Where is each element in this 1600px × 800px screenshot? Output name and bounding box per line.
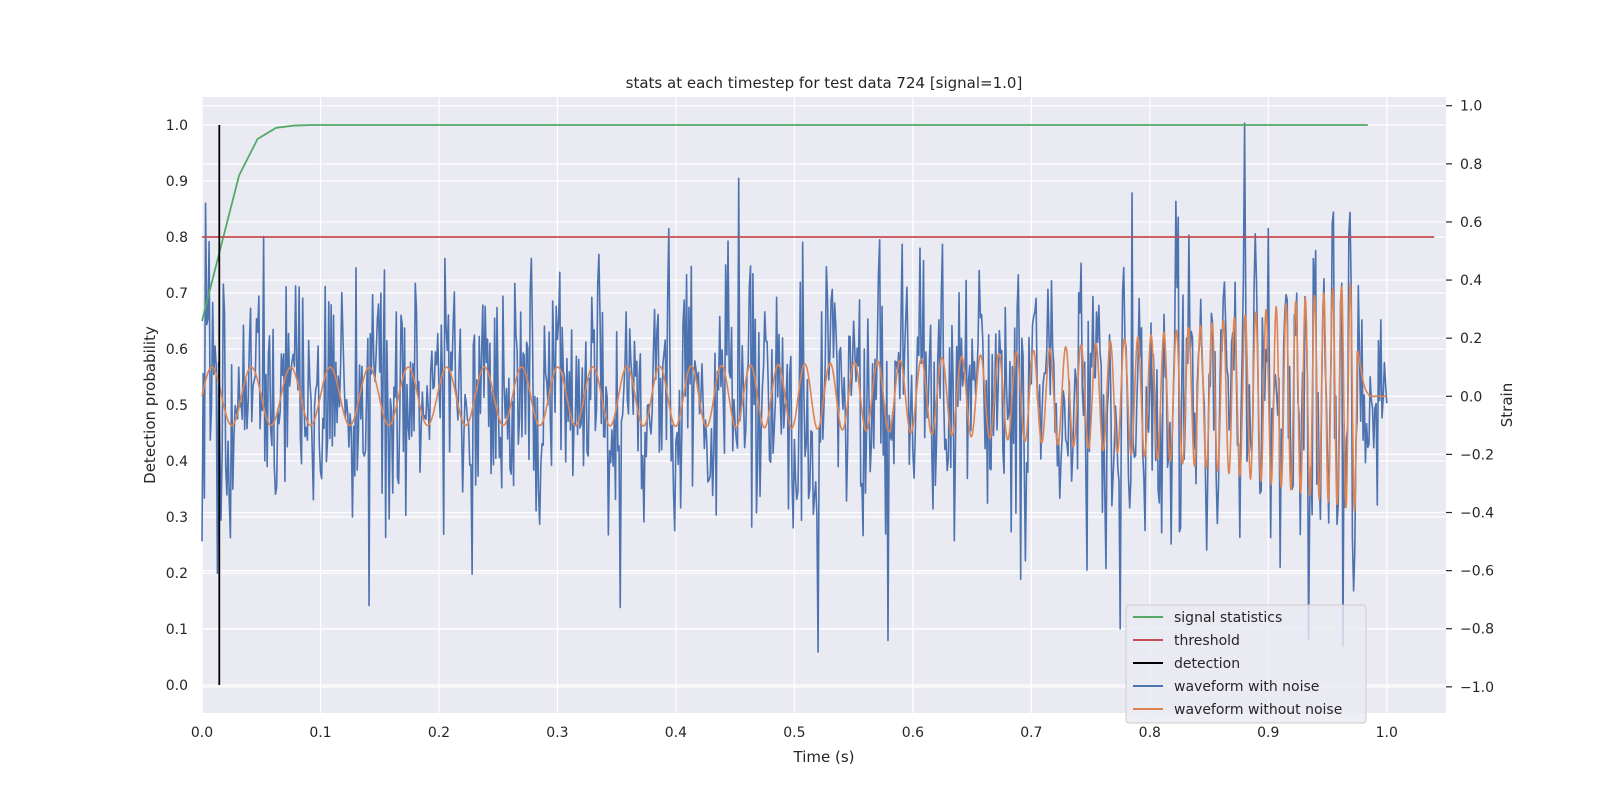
legend-box xyxy=(1125,604,1367,724)
chart-title: stats at each timestep for test data 724… xyxy=(626,74,1023,92)
y-tick-label: 0.1 xyxy=(166,622,188,638)
series-signal-statistics xyxy=(201,124,1368,322)
y2-tick-label: 0.0 xyxy=(1460,389,1482,405)
y-axis-title: Detection probability xyxy=(141,326,159,484)
y2-tick-label: 0.6 xyxy=(1460,215,1482,231)
x-tick-label: 0.0 xyxy=(191,725,213,741)
series-waveform-with-noise xyxy=(201,122,1388,653)
legend: signal statistics threshold detection wa… xyxy=(1125,604,1367,724)
x-tick-label: 0.6 xyxy=(902,725,924,741)
y2-tick-label: 0.8 xyxy=(1460,157,1482,173)
y-tick-label: 0.2 xyxy=(166,566,188,582)
x-tick-label: 0.5 xyxy=(783,725,805,741)
ticks: 0.0 0.1 0.2 0.3 0.4 0.5 0.6 0.7 0.8 0.9 1.0 0.0 0.1 0… xyxy=(166,99,1494,741)
y2-axis-title: Strain xyxy=(1498,383,1516,427)
x-tick-label: 0.9 xyxy=(1257,725,1279,741)
x-tick-label: 0.8 xyxy=(1139,725,1161,741)
y2-tick-label: 1.0 xyxy=(1460,99,1482,115)
y-tick-label: 0.7 xyxy=(166,286,188,302)
x-tick-label: 0.1 xyxy=(309,725,331,741)
y-tick-label: 0.0 xyxy=(166,678,188,694)
x-tick-label: 0.7 xyxy=(1020,725,1042,741)
y-tick-label: 0.5 xyxy=(166,398,188,414)
y-tick-label: 0.6 xyxy=(166,342,188,358)
legend-label-detection: detection xyxy=(1174,656,1240,672)
y2-tick-label: −0.6 xyxy=(1460,564,1494,580)
y2-tick-label: −0.8 xyxy=(1460,622,1494,638)
y-tick-label: 1.0 xyxy=(166,118,188,134)
legend-label-clean: waveform without noise xyxy=(1174,702,1342,718)
series-waveform-without-noise xyxy=(201,282,1388,512)
y2-tick-label: 0.2 xyxy=(1460,331,1482,347)
y-tick-label: 0.9 xyxy=(166,174,188,190)
y-tick-label: 0.3 xyxy=(166,510,188,526)
x-axis-title: Time (s) xyxy=(793,748,855,766)
legend-label-threshold: threshold xyxy=(1174,633,1240,649)
y2-tick-label: 0.4 xyxy=(1460,273,1482,289)
legend-label-noisy: waveform with noise xyxy=(1174,679,1319,695)
y2-tick-label: −0.2 xyxy=(1460,447,1494,463)
y-tick-label: 0.8 xyxy=(166,230,188,246)
legend-label-signal: signal statistics xyxy=(1174,610,1282,626)
series-layer xyxy=(201,122,1435,685)
y2-tick-label: −1.0 xyxy=(1460,680,1494,696)
x-tick-label: 1.0 xyxy=(1376,725,1398,741)
y-tick-label: 0.4 xyxy=(166,454,188,470)
x-tick-label: 0.4 xyxy=(665,725,687,741)
x-tick-label: 0.3 xyxy=(546,725,568,741)
x-tick-label: 0.2 xyxy=(428,725,450,741)
y2-tick-label: −0.4 xyxy=(1460,506,1494,522)
